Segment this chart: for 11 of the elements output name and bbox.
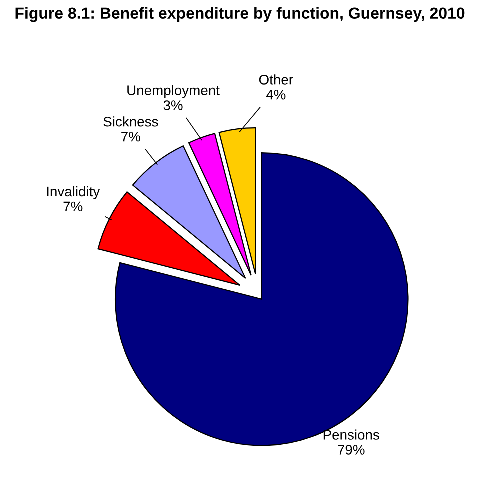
slice-label: Invalidity <box>47 186 100 200</box>
data-label: 79% <box>338 445 365 455</box>
data-label: 7% <box>122 132 140 142</box>
data-label: 4% <box>266 90 286 100</box>
slice-label: Sickness <box>104 116 158 127</box>
data-label: 7% <box>64 202 83 212</box>
slice-label: Pensions <box>324 430 380 440</box>
data-label: 3% <box>164 100 183 110</box>
slice-label: Other <box>259 74 294 85</box>
slice-label: Unemployment <box>128 85 220 98</box>
chart-title: Figure 8.1: Benefit expenditure by function, Guernsey, 2010 <box>16 7 465 22</box>
